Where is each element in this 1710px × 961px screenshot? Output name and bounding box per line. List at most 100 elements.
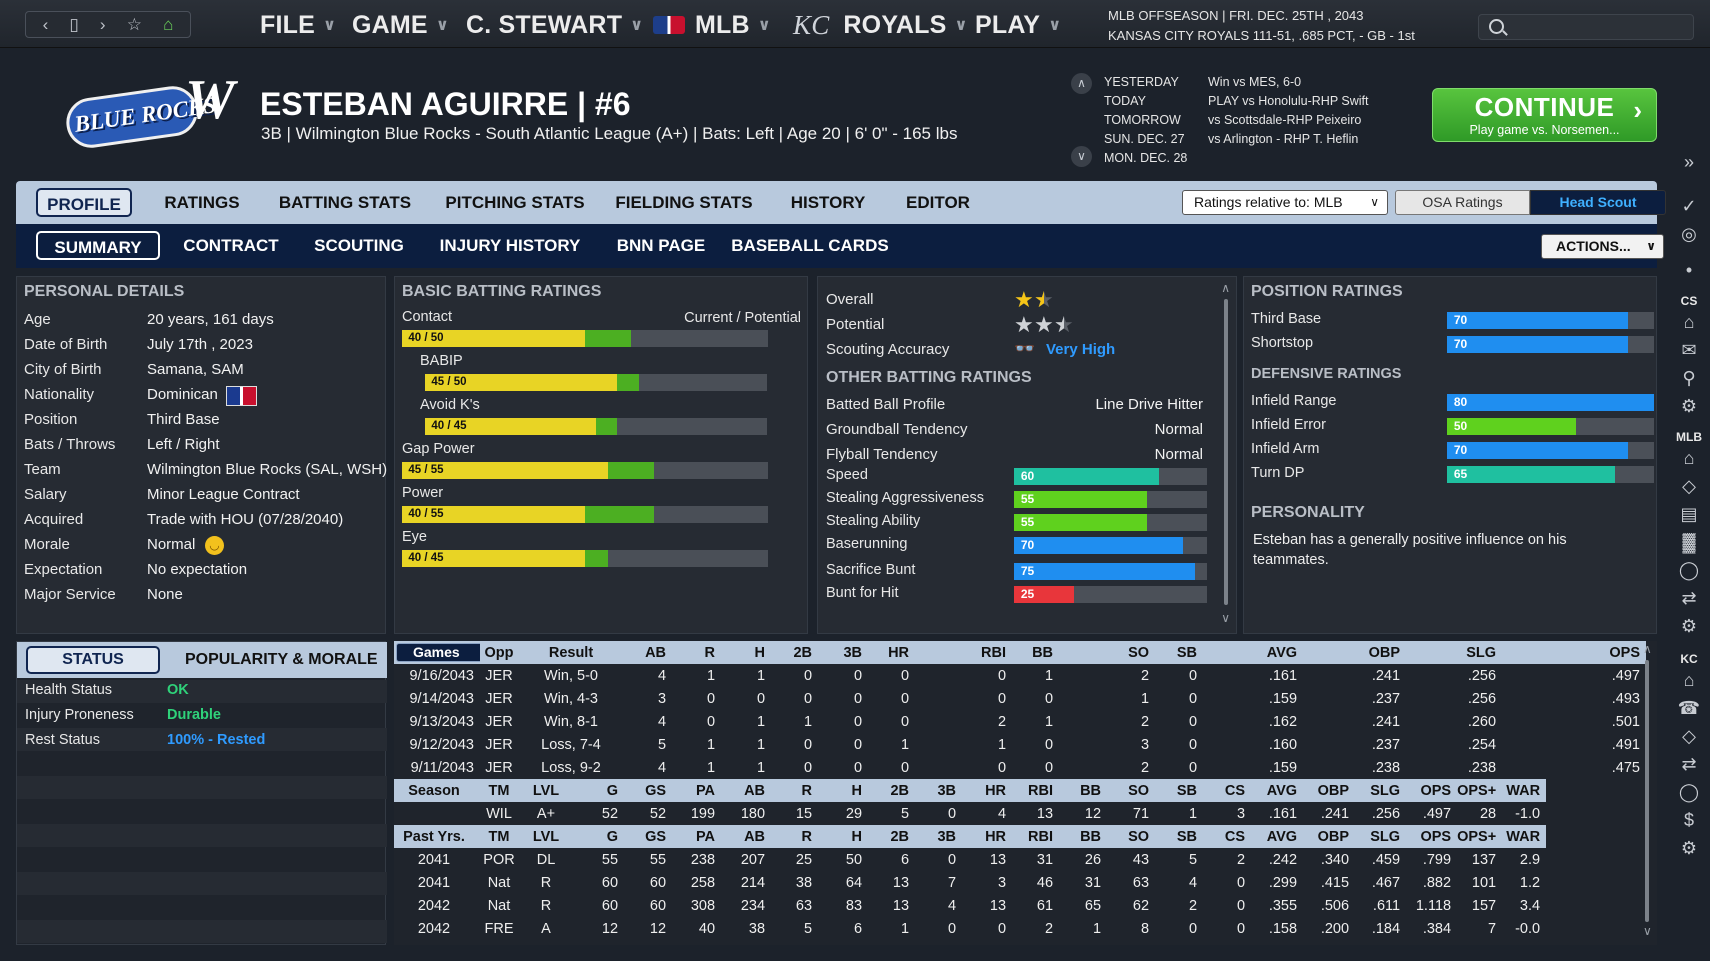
column-header[interactable]: RBI [1012, 825, 1060, 848]
column-header[interactable]: RBI [1012, 779, 1060, 802]
tab-summary[interactable]: SUMMARY [36, 231, 160, 260]
column-header[interactable]: SB [1155, 641, 1204, 664]
column-header[interactable]: OBP [1303, 779, 1356, 802]
tab-baseball-cards[interactable]: BASEBALL CARDS [731, 236, 889, 255]
column-header[interactable]: OPS [1406, 779, 1458, 802]
scroll-down-icon[interactable]: ∨ [1221, 611, 1230, 625]
column-header[interactable]: Result [524, 641, 625, 664]
tab-editor[interactable]: EDITOR [906, 193, 970, 212]
scroll-down-icon[interactable]: ∨ [1643, 924, 1652, 938]
chart-icon[interactable]: ▓ [1682, 532, 1696, 552]
column-header[interactable]: LVL [524, 779, 574, 802]
home-icon[interactable]: ⌂ [1683, 312, 1695, 332]
continue-button[interactable]: CONTINUE › Play game vs. Norsemen... [1432, 88, 1657, 142]
column-header[interactable]: SB [1155, 825, 1204, 848]
column-header[interactable]: OBP [1303, 641, 1407, 664]
column-header[interactable]: TM [480, 825, 524, 848]
column-header[interactable]: SO [1107, 779, 1156, 802]
tab-pitching-stats[interactable]: PITCHING STATS [445, 193, 585, 212]
menu-play[interactable]: PLAY ∨ [975, 11, 1061, 39]
column-header[interactable]: 2B [868, 779, 916, 802]
home-icon[interactable]: ⌂ [1683, 670, 1695, 690]
diamond-icon[interactable]: ◇ [1682, 476, 1696, 496]
table-row[interactable]: 9/14/2043 JER Win, 4-3 3 0 0 0 0 0 0 0 1 0 .159 .237 .2… [394, 687, 1646, 710]
column-header[interactable]: AVG [1251, 825, 1304, 848]
column-header[interactable]: OBP [1303, 825, 1356, 848]
back-icon[interactable]: ‹ [42, 15, 49, 34]
column-header[interactable]: H [721, 641, 772, 664]
table-row[interactable]: 2042 Nat R 60 60 308 234 63 83 13 4 13 61 65 62 2 0 .355.… [394, 894, 1646, 917]
column-header[interactable]: GS [624, 825, 673, 848]
tab-contract[interactable]: CONTRACT [183, 236, 279, 255]
tab-status[interactable]: STATUS [26, 646, 160, 674]
menu-manager[interactable]: C. STEWART ∨ [466, 11, 643, 39]
tab-injury-history[interactable]: INJURY HISTORY [439, 236, 581, 255]
column-header[interactable]: SO [1107, 825, 1156, 848]
column-header[interactable]: 2B [868, 825, 916, 848]
column-header[interactable]: R [771, 779, 819, 802]
schedule-game[interactable]: Win vs MES, 6-0 [1208, 75, 1302, 89]
tab-scouting[interactable]: SCOUTING [314, 236, 404, 255]
home-icon[interactable]: ⌂ [163, 15, 174, 34]
table-row[interactable]: 2041 Nat R 60 60 258 214 38 64 13 7 3 46 31 63 4 0 .299 .4… [394, 871, 1646, 894]
trade-icon[interactable]: ⇄ [1681, 588, 1697, 608]
column-header[interactable]: G [574, 779, 625, 802]
column-header[interactable]: HR [868, 641, 916, 664]
schedule-game[interactable]: vs Arlington - RHP T. Heflin [1208, 132, 1359, 146]
column-header[interactable]: G [574, 825, 625, 848]
menu-file[interactable]: FILE ∨ [260, 11, 336, 39]
column-header[interactable]: SLG [1355, 825, 1407, 848]
tab-fielding-stats[interactable]: FIELDING STATS [615, 193, 753, 212]
tab-bnn-page[interactable]: BNN PAGE [616, 236, 706, 255]
column-header[interactable]: SLG [1406, 641, 1503, 664]
expand-icon[interactable]: » [1683, 152, 1694, 172]
tab-history[interactable]: HISTORY [790, 193, 866, 212]
schedule-down-button[interactable]: ∨ [1071, 146, 1092, 167]
column-header[interactable]: 3B [915, 825, 963, 848]
column-header[interactable]: R [771, 825, 819, 848]
schedule-up-button[interactable]: ∧ [1071, 73, 1092, 94]
dollar-icon[interactable]: $ [1683, 810, 1694, 830]
gear-icon[interactable]: ⚙ [1680, 616, 1698, 636]
scrollbar[interactable] [1645, 660, 1649, 922]
column-header[interactable]: AB [624, 641, 673, 664]
column-header[interactable]: LVL [524, 825, 574, 848]
column-header[interactable]: TM [480, 779, 524, 802]
column-header[interactable]: R [672, 641, 722, 664]
gear-icon[interactable]: ⚙ [1680, 396, 1698, 416]
table-row[interactable]: 9/13/2043 JER Win, 8-1 4 0 1 1 0 0 2 1 2 0 .162 .241 .2… [394, 710, 1646, 733]
gear-icon[interactable]: ⚙ [1680, 838, 1698, 858]
bulb-icon[interactable]: • [1685, 260, 1693, 280]
head-scout-toggle[interactable]: Head Scout [1530, 190, 1666, 215]
column-header[interactable]: 3B [915, 779, 963, 802]
games-select[interactable]: Games∨ [396, 643, 480, 662]
tab-popularity-morale[interactable]: POPULARITY & MORALE [185, 651, 378, 668]
actions-button[interactable]: ACTIONS... ∨ [1541, 234, 1664, 259]
column-header[interactable]: Past Yrs. [394, 825, 480, 848]
column-header[interactable]: GS [624, 779, 673, 802]
tab-ratings[interactable]: RATINGS [164, 193, 240, 212]
detail-value[interactable]: Wilmington Blue Rocks (SAL, WSH) [147, 461, 388, 478]
column-header[interactable]: SLG [1355, 779, 1407, 802]
menu-team[interactable]: KC ROYALS ∨ [793, 10, 968, 40]
column-header[interactable]: AVG [1251, 779, 1304, 802]
column-header[interactable]: OPS+ [1457, 779, 1503, 802]
column-header[interactable]: BB [1059, 825, 1108, 848]
table-row[interactable]: 9/11/2043 JER Loss, 9-2 4 1 1 0 0 0 0 0 2 0 .159 .238.… [394, 756, 1646, 779]
column-header[interactable]: PA [672, 825, 722, 848]
schedule-game[interactable]: vs Scottsdale-RHP Peixeiro [1208, 113, 1362, 127]
column-header[interactable]: BB [1059, 779, 1108, 802]
schedule-game[interactable]: PLAY vs Honolulu-RHP Swift [1208, 94, 1369, 108]
table-row[interactable]: 2042 FRE A 12 12 40 38 5 6 1 0 0 2 1 8 0 0 .158 .200 .184 .3… [394, 917, 1646, 940]
trade-icon[interactable]: ⇄ [1681, 754, 1697, 774]
column-header[interactable]: SO [1059, 641, 1156, 664]
search-icon[interactable]: ⚲ [1682, 368, 1696, 388]
search-input[interactable] [1478, 14, 1694, 40]
tab-batting-stats[interactable]: BATTING STATS [278, 193, 412, 212]
table-row[interactable]: 9/16/2043 JER Win, 5-0 4 1 1 0 0 0 0 1 2 0 .161 .241 .2… [394, 664, 1646, 687]
column-header[interactable]: AVG [1203, 641, 1304, 664]
column-header[interactable]: Opp [480, 641, 524, 664]
column-header[interactable]: PA [672, 779, 722, 802]
column-header[interactable]: RBI [915, 641, 1013, 664]
column-header[interactable]: OPS [1406, 825, 1458, 848]
